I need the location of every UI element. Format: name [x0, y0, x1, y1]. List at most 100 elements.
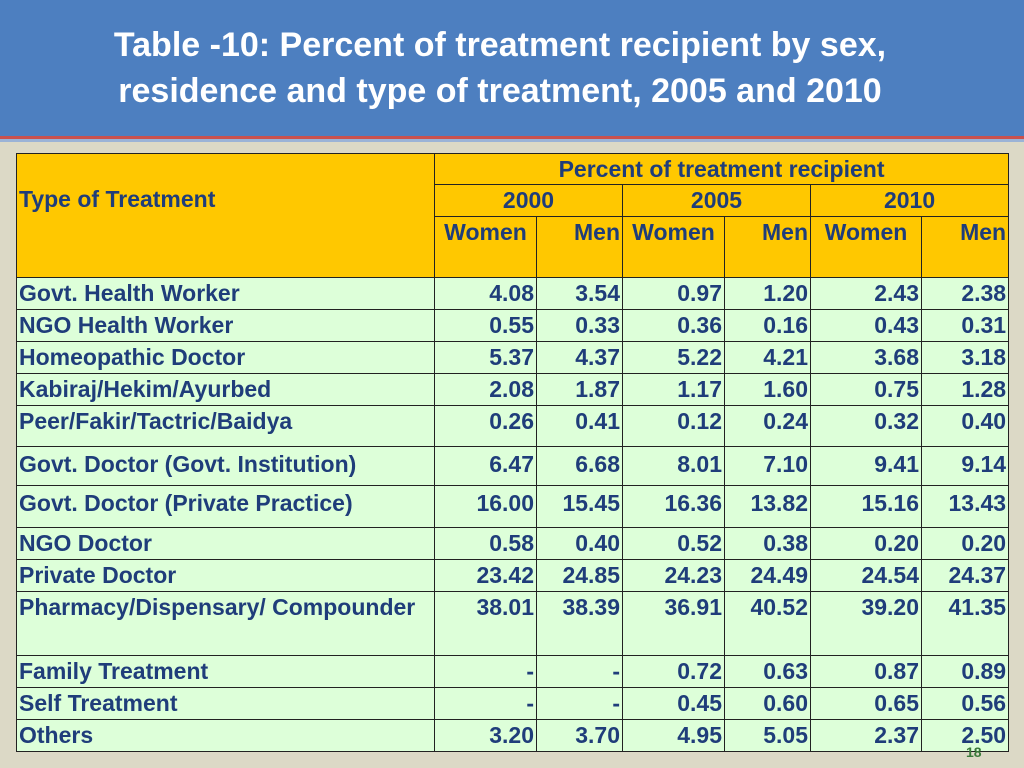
value-cell: 3.70 [536, 719, 623, 752]
table-row: Others 3.20 3.70 4.95 5.05 2.37 2.50 [16, 719, 1010, 752]
value-cell: 40.52 [724, 591, 811, 656]
treatment-label: Self Treatment [16, 687, 435, 720]
treatment-label: Govt. Doctor (Govt. Institution) [16, 446, 435, 486]
value-cell: 13.43 [920, 485, 1010, 528]
value-cell: 1.20 [724, 277, 811, 310]
value-cell: 0.60 [724, 687, 811, 720]
value-cell: 2.37 [810, 719, 922, 752]
value-cell: 1.87 [536, 373, 623, 406]
value-cell: 4.21 [724, 341, 811, 374]
value-cell: 7.10 [724, 446, 811, 486]
slide-title-line-2: residence and type of treatment, 2005 an… [118, 72, 882, 110]
value-cell: 24.49 [724, 559, 811, 592]
treatment-label: Private Doctor [16, 559, 435, 592]
year-header-2000: 2000 [434, 184, 623, 217]
slide-title-line-1: Table -10: Percent of treatment recipien… [113, 26, 887, 64]
value-cell: 4.08 [434, 277, 537, 310]
value-cell: 5.22 [622, 341, 725, 374]
value-cell: - [536, 655, 623, 688]
value-cell: - [536, 687, 623, 720]
value-cell: 1.28 [920, 373, 1010, 406]
table-row: Pharmacy/Dispensary/ Compounder 38.01 38.3… [16, 591, 1010, 656]
value-cell: 0.43 [810, 309, 922, 342]
value-cell: 5.37 [434, 341, 537, 374]
treatment-label: Others [16, 719, 435, 752]
value-cell: 24.54 [810, 559, 922, 592]
value-cell: 41.35 [920, 591, 1010, 656]
value-cell: 38.01 [434, 591, 537, 656]
value-cell: 24.37 [920, 559, 1010, 592]
value-cell: 3.54 [536, 277, 623, 310]
treatment-label: Govt. Doctor (Private Practice) [16, 485, 435, 528]
treatment-label: Govt. Health Worker [16, 277, 435, 310]
sex-header: Men [536, 216, 623, 278]
value-cell: 4.37 [536, 341, 623, 374]
value-cell: 2.50 [920, 719, 1010, 752]
value-cell: 3.18 [920, 341, 1010, 374]
value-cell: 0.41 [536, 405, 623, 447]
value-cell: 0.40 [920, 405, 1010, 447]
value-cell: 4.95 [622, 719, 725, 752]
value-cell: - [434, 687, 537, 720]
sex-header: Women [622, 216, 725, 278]
treatment-label: Homeopathic Doctor [16, 341, 435, 374]
value-cell: 3.20 [434, 719, 537, 752]
value-cell: 0.58 [434, 527, 537, 560]
value-cell: 2.08 [434, 373, 537, 406]
value-cell: 0.65 [810, 687, 922, 720]
sex-header: Men [724, 216, 811, 278]
percent-recipient-header: Percent of treatment recipient [433, 153, 1010, 185]
table-body: Govt. Health Worker 4.08 3.54 0.97 1.20 2.43 2… [16, 277, 1010, 752]
table-row: Private Doctor 23.42 24.85 24.23 24.49 24.54 2… [16, 559, 1010, 592]
value-cell: 1.17 [622, 373, 725, 406]
value-cell: 0.87 [810, 655, 922, 688]
year-header-2005: 2005 [622, 184, 811, 217]
value-cell: 0.52 [622, 527, 725, 560]
treatment-label: Family Treatment [16, 655, 435, 688]
value-cell: 6.68 [536, 446, 623, 486]
value-cell: - [434, 655, 537, 688]
value-cell: 0.72 [622, 655, 725, 688]
value-cell: 0.31 [920, 309, 1010, 342]
table-row: Kabiraj/Hekim/Ayurbed 2.08 1.87 1.17 1.60 0.7… [16, 373, 1010, 406]
value-cell: 2.43 [810, 277, 922, 310]
table-row: Self Treatment - -0.45 0.60 0.65 0.56 [16, 687, 1010, 720]
table-row: Govt. Doctor (Private Practice) 16.00 15.4… [16, 485, 1010, 528]
value-cell: 1.60 [724, 373, 811, 406]
header-row-sex: Women Men Women Men Women Men [17, 216, 1010, 278]
value-cell: 0.55 [434, 309, 537, 342]
value-cell: 0.12 [622, 405, 725, 447]
value-cell: 2.38 [920, 277, 1010, 310]
value-cell: 0.97 [622, 277, 725, 310]
value-cell: 0.16 [724, 309, 811, 342]
table-row: NGO Health Worker 0.55 0.33 0.36 0.16 0.43 0.3… [16, 309, 1010, 342]
value-cell: 0.40 [536, 527, 623, 560]
table-row: Govt. Health Worker 4.08 3.54 0.97 1.20 2.43 2… [16, 277, 1010, 310]
sex-header: Women [434, 216, 537, 278]
value-cell: 0.26 [434, 405, 537, 447]
title-banner: Table -10: Percent of treatment recipien… [0, 0, 1024, 139]
value-cell: 0.89 [920, 655, 1010, 688]
value-cell: 36.91 [622, 591, 725, 656]
type-of-treatment-header: Type of Treatment [16, 153, 435, 278]
sex-header: Women [810, 216, 922, 278]
sex-header: Men [920, 216, 1010, 278]
value-cell: 0.45 [622, 687, 725, 720]
value-cell: 9.41 [810, 446, 922, 486]
value-cell: 0.20 [920, 527, 1010, 560]
value-cell: 0.63 [724, 655, 811, 688]
value-cell: 16.00 [434, 485, 537, 528]
treatment-label: Kabiraj/Hekim/Ayurbed [16, 373, 435, 406]
value-cell: 0.36 [622, 309, 725, 342]
value-cell: 13.82 [724, 485, 811, 528]
table-row: Govt. Doctor (Govt. Institution) 6.47 6.68… [16, 446, 1010, 486]
value-cell: 15.45 [536, 485, 623, 528]
treatment-table: Type of Treatment Percent of treatment r… [16, 153, 1010, 752]
value-cell: 6.47 [434, 446, 537, 486]
value-cell: 5.05 [724, 719, 811, 752]
value-cell: 15.16 [810, 485, 922, 528]
value-cell: 39.20 [810, 591, 922, 656]
treatment-label: NGO Doctor [16, 527, 435, 560]
value-cell: 24.23 [622, 559, 725, 592]
value-cell: 24.85 [536, 559, 623, 592]
